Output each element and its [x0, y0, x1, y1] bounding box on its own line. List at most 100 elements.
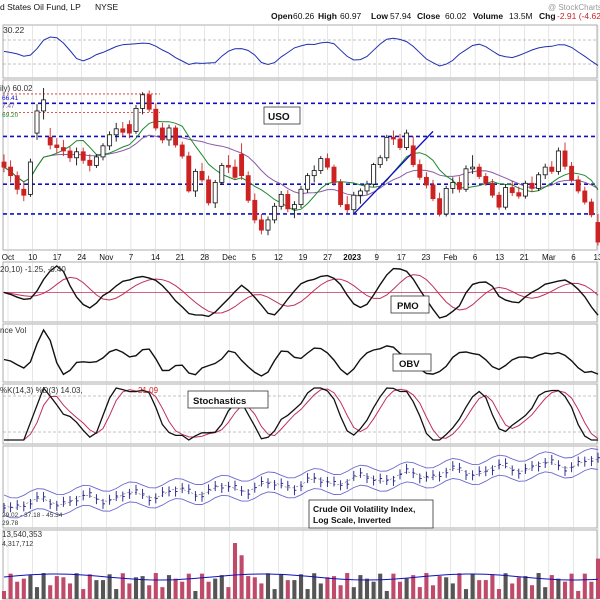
volume-bar [589, 581, 594, 599]
volume-legend: 13,540,353 [2, 530, 43, 539]
volume-bar [470, 574, 475, 599]
volume-bar [252, 577, 257, 599]
header-chg-label: Chg [539, 11, 556, 21]
candle-body [364, 183, 370, 192]
volume-bar [81, 589, 86, 599]
candle-body [311, 170, 317, 177]
header-volume: 13.5M [509, 11, 533, 21]
price-small-label: 7.47 [2, 103, 15, 110]
header-volume-label: Volume [473, 11, 503, 21]
volume-bar [94, 580, 99, 599]
ovx-lower-band [3, 468, 599, 519]
candle-body [192, 170, 198, 192]
volume-bar [305, 589, 310, 599]
volume-bar [576, 590, 581, 599]
candle-body [133, 107, 139, 132]
volume-bar [219, 575, 224, 599]
volume-bar [562, 581, 568, 599]
candle-body [529, 182, 535, 189]
volume-bar [133, 577, 139, 599]
candle-body [522, 182, 528, 197]
candle-body [159, 127, 165, 141]
x-tick-label: Nov [99, 253, 113, 262]
candle-body [549, 166, 555, 172]
obv-panel [2, 323, 598, 383]
candle-body [588, 201, 594, 216]
x-tick-label: 10 [28, 253, 37, 262]
volume-bar [318, 583, 323, 599]
x-axis-labels: Oct 10 17 24 Nov 7 14 21 28 Dec 5 12 19 27 2023 9 17 23 Fe… [2, 253, 600, 262]
pmo-legend: 20,10) -1.25, -0.40 [0, 265, 66, 274]
ad-line [3, 36, 599, 67]
candle-body [126, 124, 132, 134]
volume-legend: 4,317,712 [2, 541, 33, 548]
ovx-small-label: 29.78 [2, 520, 19, 527]
candle-body [542, 166, 548, 176]
volume-bar [153, 573, 158, 599]
volume-bar [516, 577, 521, 599]
volume-bar [226, 587, 231, 599]
volume-bar [272, 589, 277, 599]
x-tick-label: 7 [129, 253, 134, 262]
stoch-k-line [4, 386, 598, 441]
candle-body [80, 151, 86, 161]
candle-body [252, 199, 258, 221]
pmo-annotation-box [390, 295, 430, 314]
volume-bar [298, 574, 304, 599]
volume-bar [364, 578, 370, 599]
ovx-small-label: 29.02 - 37.18 - 45.34 [2, 512, 63, 519]
volume-bar [107, 574, 112, 599]
header-open-label: Open [271, 11, 293, 21]
candle-body [496, 194, 502, 208]
candle-body [93, 156, 99, 166]
candle-body [582, 190, 588, 203]
volume-bar [549, 575, 554, 599]
x-tick-label: Feb [444, 253, 458, 262]
volume-bar [140, 576, 145, 599]
volume-bar [100, 580, 106, 599]
volume-bar [1, 591, 7, 599]
volume-bar [265, 573, 271, 599]
ovx-annotation-box [308, 499, 434, 529]
x-tick-label: 12 [274, 253, 283, 262]
ovx-panel [2, 445, 598, 529]
candle-body [344, 204, 350, 211]
volume-bar [67, 583, 73, 599]
candle-body [509, 187, 515, 194]
x-tick-label: 19 [299, 253, 308, 262]
candle-body [371, 164, 377, 185]
x-tick-label: 17 [397, 253, 406, 262]
volume-bar [543, 587, 548, 599]
volume-bar [411, 575, 416, 599]
volume-bar [595, 558, 600, 599]
candle-body [272, 205, 278, 221]
uso-annotation: USO [268, 112, 290, 123]
volume-bar [147, 585, 152, 599]
price-small-label: 66.41 [2, 95, 19, 102]
watermark: @ StockCharts [548, 3, 600, 12]
x-tick-label: 2023 [343, 253, 361, 262]
x-tick-label: 27 [323, 253, 332, 262]
volume-bar [259, 583, 264, 599]
candle-body [595, 222, 600, 243]
volume-bar [74, 573, 79, 599]
volume-bar [378, 573, 383, 599]
volume-bar [54, 576, 59, 599]
candle-body [54, 144, 60, 148]
stoch-d-line [4, 388, 599, 441]
indicator-lines [3, 36, 600, 519]
volume-bar [34, 587, 40, 599]
pmo-signal-line [3, 274, 599, 314]
volume-bar [477, 580, 482, 599]
volume-bar [430, 585, 436, 599]
candle-body [569, 165, 575, 181]
candle-body [437, 198, 443, 215]
candle-body [146, 94, 152, 110]
volume-bar [180, 581, 185, 599]
volume-bar [21, 578, 26, 599]
volume-bar [391, 573, 396, 599]
x-tick-label: 23 [421, 253, 430, 262]
candle-body [377, 157, 383, 165]
volume-bar [437, 576, 442, 599]
